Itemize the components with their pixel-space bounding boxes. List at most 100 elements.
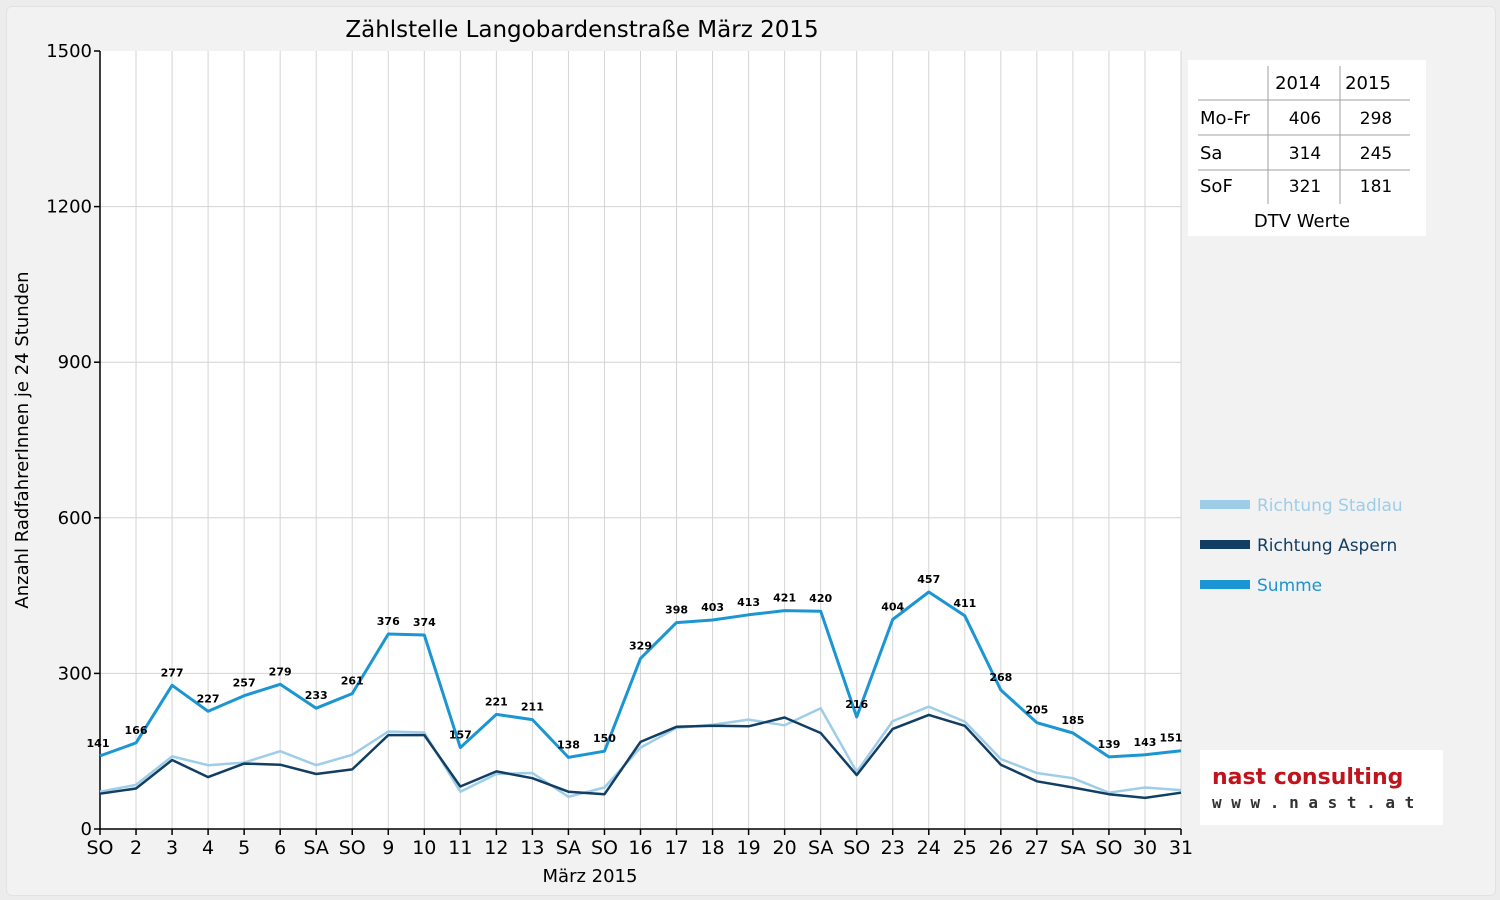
x-tick-label: SA [808,837,833,859]
data-label: 403 [701,601,724,614]
data-label: 398 [665,604,688,617]
x-tick-label: SO [843,837,870,859]
x-tick-label: 13 [520,837,544,859]
data-labels: 141 166 277 227 257 279 233 261 376 374 157 221 211 1… [87,573,1183,751]
legend-swatch-stadlau [1200,500,1250,509]
dtv-caption: DTV Werte [1254,211,1350,232]
x-tick-label: 10 [412,837,436,859]
y-tick-label: 600 [58,508,92,529]
y-tick-label: 1500 [46,41,92,62]
series-lines [99,590,1182,800]
x-tick-label: 24 [917,837,941,859]
x-tick-label: SA [303,837,328,859]
dtv-cell: 406 [1289,109,1321,129]
dtv-cell: 181 [1360,177,1392,197]
grid-lines [100,51,1182,829]
dtv-row-label: Mo-Fr [1200,108,1250,129]
x-tick-label: 25 [953,837,977,859]
data-label: 150 [593,732,616,745]
data-label: 268 [989,671,1012,684]
series-line-summe [99,590,1182,759]
legend-swatch-aspern [1200,540,1250,549]
x-tick-label: SO [591,837,618,859]
nast-consulting-logo: nast consulting w w w . n a s t . a t [1200,750,1443,825]
data-label: 279 [269,665,292,678]
data-label: 157 [449,729,472,742]
y-tick-labels: 0 300 600 900 1200 1500 [46,41,92,840]
x-tick-label: 23 [881,837,905,859]
data-label: 166 [125,724,148,737]
x-tick-label: 20 [773,837,797,859]
x-tick-label: 18 [700,837,724,859]
x-tick-label: SO [86,837,113,859]
x-tick-label: 6 [274,837,286,859]
data-label: 261 [341,675,364,688]
data-label: 374 [413,616,436,629]
x-tick-label: 16 [628,837,652,859]
dtv-table: 2014 2015 Mo-Fr 406 298 Sa 314 245 SoF 3… [1188,60,1426,236]
axes [94,50,1182,835]
dtv-cell: 321 [1289,177,1321,197]
dtv-row-label: SoF [1200,176,1233,197]
legend: Richtung Stadlau Richtung Aspern Summe [1200,496,1403,596]
logo-name: nast consulting [1212,765,1403,790]
data-label: 205 [1025,704,1048,717]
data-label: 257 [233,677,256,690]
x-tick-label: SA [1060,837,1085,859]
x-tick-label: 19 [737,837,761,859]
x-tick-label: SA [556,837,581,859]
data-label: 139 [1097,738,1120,751]
x-tick-label: 5 [238,837,250,859]
series-line-richtung-stadlau [99,705,1182,799]
x-tick-label: 26 [989,837,1013,859]
legend-label-aspern: Richtung Aspern [1257,536,1397,556]
data-label: 457 [917,573,940,586]
data-label: 420 [809,592,832,605]
legend-swatch-summe [1200,580,1250,589]
x-tick-label: 30 [1133,837,1157,859]
data-label: 227 [197,692,220,705]
data-label: 151 [1160,732,1183,745]
x-tick-label: SO [339,837,366,859]
y-tick-label: 300 [58,663,92,684]
data-label: 141 [87,737,110,750]
data-label: 421 [773,592,796,605]
y-tick-label: 0 [81,819,92,840]
x-tick-label: 3 [166,837,178,859]
y-tick-label: 900 [58,352,92,373]
x-tick-label: SO [1095,837,1122,859]
x-axis-label: März 2015 [543,866,638,887]
data-label: 413 [737,596,760,609]
data-label: 233 [305,689,328,702]
legend-label-summe: Summe [1257,576,1322,596]
data-label: 411 [953,597,976,610]
data-label: 277 [161,666,184,679]
logo-url: w w w . n a s t . a t [1212,793,1414,812]
data-label: 216 [845,698,868,711]
x-tick-label: 31 [1169,837,1193,859]
dtv-cell: 314 [1289,144,1321,164]
chart-title: Zählstelle Langobardenstraße März 2015 [345,17,818,43]
dtv-cell: 298 [1360,109,1392,129]
logo-background [1200,750,1443,825]
x-tick-label: 2 [130,837,142,859]
data-label: 138 [557,738,580,751]
data-label: 221 [485,695,508,708]
data-label: 329 [629,639,652,652]
dtv-col-2015: 2015 [1345,73,1391,94]
x-tick-labels: SO 2 3 4 5 6 SA SO 9 10 11 12 13 SA SO 16 17 18 19 20 SA SO 23… [86,837,1193,859]
data-label: 376 [377,615,400,628]
dtv-col-2014: 2014 [1275,73,1321,94]
x-tick-label: 4 [202,837,214,859]
dtv-row-label: Sa [1200,143,1222,164]
x-tick-label: 11 [448,837,472,859]
y-axis-label: Anzahl RadfahrerInnen je 24 Stunden [12,271,33,608]
series-line-richtung-aspern [99,713,1182,800]
data-label: 404 [881,600,904,613]
dtv-cell: 245 [1360,144,1392,164]
data-label: 185 [1061,714,1084,727]
y-tick-label: 1200 [46,197,92,218]
x-tick-label: 17 [664,837,688,859]
x-tick-label: 27 [1025,837,1049,859]
